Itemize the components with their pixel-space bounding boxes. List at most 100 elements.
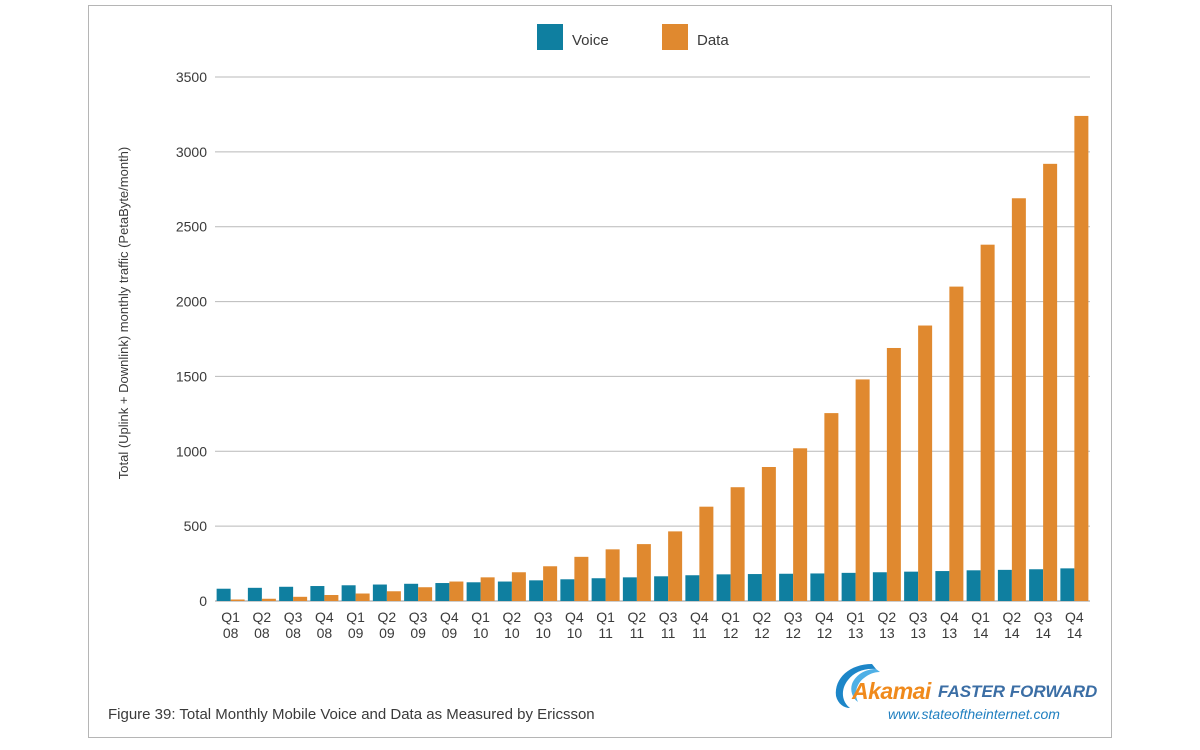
x-tick-label: Q3 14 — [1034, 609, 1053, 641]
bar-data — [668, 531, 683, 601]
bar-voice — [466, 582, 481, 601]
x-tick-label: Q3 10 — [534, 609, 553, 641]
bar-data — [1074, 115, 1089, 601]
y-tick-label: 1500 — [176, 368, 207, 384]
x-tick-label: Q2 13 — [878, 609, 897, 641]
bar-voice — [404, 583, 419, 601]
akamai-logo: Akamai FASTER FORWARD www.stateoftheinte… — [832, 660, 1102, 722]
bar-data — [980, 244, 995, 601]
bar-data — [949, 286, 964, 601]
bar-data — [511, 572, 526, 601]
logo-wordmark: Akamai — [852, 678, 931, 704]
bar-data — [386, 591, 401, 601]
x-tick-label: Q4 13 — [940, 609, 959, 641]
y-tick-labels: 0 500 1000 1500 2000 2500 3000 3500 — [176, 69, 207, 609]
bar-data — [918, 325, 933, 601]
y-tick-label: 0 — [199, 593, 207, 609]
x-tick-label: Q3 09 — [409, 609, 428, 641]
x-tick-label: Q1 08 — [221, 609, 240, 641]
bar-data — [355, 593, 370, 601]
bar-voice — [997, 569, 1012, 601]
akamai-swoosh-icon — [835, 664, 880, 708]
x-tick-label: Q4 10 — [565, 609, 584, 641]
y-tick-label: 2000 — [176, 294, 207, 310]
bar-data — [574, 556, 589, 601]
bar-data — [449, 581, 464, 601]
bar-data — [324, 595, 339, 601]
bar-voice — [779, 573, 794, 601]
x-tick-label: Q3 08 — [284, 609, 303, 641]
bar-voice — [560, 579, 575, 601]
x-tick-label: Q1 12 — [721, 609, 740, 641]
x-tick-label: Q4 08 — [315, 609, 334, 641]
x-tick-label: Q4 14 — [1065, 609, 1084, 641]
bar-voice — [591, 578, 606, 601]
bar-data — [605, 549, 620, 601]
bar-voice — [904, 571, 919, 601]
x-tick-label: Q2 10 — [503, 609, 522, 641]
bar-voice — [497, 581, 512, 601]
x-tick-label: Q4 11 — [690, 609, 709, 641]
y-tick-label: 3500 — [176, 69, 207, 85]
bar-voice — [935, 571, 950, 601]
legend-label-voice: Voice — [572, 32, 609, 49]
bar-voice — [966, 570, 981, 601]
bar-data — [418, 587, 433, 601]
x-tick-label: Q2 08 — [253, 609, 272, 641]
legend: Voice Data — [537, 24, 729, 50]
bar-voice — [279, 586, 294, 601]
legend-label-data: Data — [697, 32, 729, 49]
x-tick-label: Q2 12 — [753, 609, 772, 641]
bar-voice — [716, 574, 731, 601]
y-tick-label: 3000 — [176, 144, 207, 160]
bar-voice — [529, 580, 544, 601]
bar-data — [543, 566, 558, 601]
chart-frame — [88, 5, 1112, 738]
bar-data — [886, 347, 901, 601]
x-tick-label: Q3 13 — [909, 609, 928, 641]
bar-voice — [810, 573, 825, 601]
bar-voice — [685, 575, 700, 601]
legend-swatch-voice — [537, 24, 563, 50]
x-tick-label: Q2 09 — [378, 609, 397, 641]
bar-data — [230, 599, 245, 601]
y-tick-label: 500 — [184, 518, 208, 534]
bar-data — [793, 448, 808, 601]
figure-caption: Figure 39: Total Monthly Mobile Voice an… — [108, 706, 595, 723]
logo-url: www.stateoftheinternet.com — [888, 706, 1060, 722]
x-tick-label: Q3 12 — [784, 609, 803, 641]
bar-voice — [341, 585, 356, 601]
bar-data — [855, 379, 870, 601]
x-tick-label: Q2 14 — [1003, 609, 1022, 641]
bar-data — [261, 598, 276, 601]
bar-voice — [654, 576, 669, 601]
x-tick-label: Q1 14 — [971, 609, 990, 641]
y-tick-label: 2500 — [176, 219, 207, 235]
bar-voice — [310, 586, 325, 601]
x-tick-label: Q4 09 — [440, 609, 459, 641]
bar-voice — [747, 574, 762, 601]
bar-data — [293, 596, 308, 601]
x-tick-labels: Q1 08 Q2 08 Q3 08 Q4 08 Q1 09 Q2 09 Q3 09 Q4 09 Q1 10 Q2 10… — [221, 609, 1084, 641]
bar-voice — [622, 577, 637, 601]
x-tick-label: Q3 11 — [659, 609, 678, 641]
bar-voice — [247, 587, 262, 601]
bar-voice — [216, 588, 231, 601]
bar-data — [1043, 163, 1058, 601]
x-tick-label: Q2 11 — [628, 609, 647, 641]
bar-voice — [372, 584, 387, 601]
x-tick-label: Q1 09 — [346, 609, 365, 641]
bar-voice — [872, 572, 887, 601]
bars — [216, 115, 1089, 602]
bar-voice — [435, 583, 450, 601]
bar-voice — [1060, 568, 1075, 601]
bar-data — [699, 506, 714, 601]
bar-voice — [841, 572, 856, 601]
bar-data — [1011, 198, 1026, 602]
x-tick-label: Q1 11 — [596, 609, 615, 641]
x-tick-label: Q4 12 — [815, 609, 834, 641]
logo-tagline: FASTER FORWARD — [938, 682, 1098, 701]
bar-data — [761, 467, 776, 601]
y-tick-label: 1000 — [176, 443, 207, 459]
